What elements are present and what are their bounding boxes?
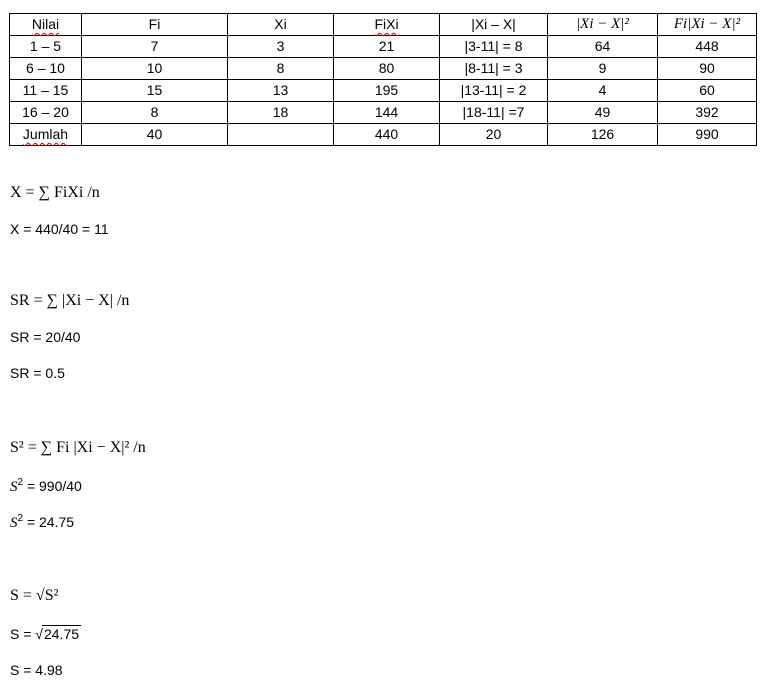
sd-formula: S = √S² [10, 587, 59, 604]
table-cell: Jumlah [9, 123, 82, 146]
table-row: 6 – 10 10 8 80 |8-11| = 3 9 90 [9, 57, 757, 80]
variance-calc: S2 = 990/40 [10, 477, 82, 495]
variance-calc-text: = 990/40 [23, 478, 82, 494]
table-cell [227, 123, 334, 146]
sr-formula: SR = ∑ |Xi − X| /n [10, 292, 130, 309]
table-cell: |18-11| =7 [439, 101, 548, 124]
header-xi: Xi [227, 13, 334, 36]
table-cell: 20 [439, 123, 548, 146]
table-cell: 11 – 15 [9, 79, 82, 102]
table-cell: 392 [657, 101, 757, 124]
table-cell: 990 [657, 123, 757, 146]
table-cell: 49 [547, 101, 658, 124]
frequency-table: Nilai Fi Xi FiXi |Xi – X| |Xi − X|² Fi|X… [9, 13, 757, 146]
table-cell: 21 [333, 35, 440, 58]
variance-formula: S² = ∑ Fi |Xi − X|² /n [10, 439, 146, 456]
table-cell: 126 [547, 123, 658, 146]
header-sq-dev: |Xi − X|² [547, 13, 658, 36]
table-cell: 80 [333, 57, 440, 80]
sd-result: S = 4.98 [10, 662, 63, 678]
sd-calc: S = √24.75 [10, 625, 82, 642]
table-row: 1 – 5 7 3 21 |3-11| = 8 64 448 [9, 35, 757, 58]
table-cell: 7 [81, 35, 228, 58]
table-cell: 13 [227, 79, 334, 102]
table-row: 16 – 20 8 18 144 |18-11| =7 49 392 [9, 101, 757, 124]
sr-result: SR = 0.5 [10, 365, 65, 381]
table-cell: 8 [81, 101, 228, 124]
sd-calc-value: 24.75 [41, 625, 82, 642]
header-nilai: Nilai [9, 13, 82, 36]
table-cell: 1 – 5 [9, 35, 82, 58]
table-cell: 4 [547, 79, 658, 102]
table-cell: 9 [547, 57, 658, 80]
table-cell: 90 [657, 57, 757, 80]
header-fixi: FiXi [333, 13, 440, 36]
table-cell: 15 [81, 79, 228, 102]
header-fi: Fi [81, 13, 228, 36]
table-cell: 195 [333, 79, 440, 102]
header-fi-sq-dev: Fi|Xi − X|² [657, 13, 757, 36]
table-cell: 8 [227, 57, 334, 80]
table-cell: 448 [657, 35, 757, 58]
table-cell: 144 [333, 101, 440, 124]
table-row: Jumlah 40 440 20 126 990 [9, 123, 757, 146]
header-abs-dev: |Xi – X| [439, 13, 548, 36]
table-header-row: Nilai Fi Xi FiXi |Xi – X| |Xi − X|² Fi|X… [9, 13, 757, 36]
table-cell: 40 [81, 123, 228, 146]
table-cell: 60 [657, 79, 757, 102]
table-cell: 6 – 10 [9, 57, 82, 80]
table-cell: 10 [81, 57, 228, 80]
variance-result: S2 = 24.75 [10, 513, 75, 531]
sr-calc: SR = 20/40 [10, 329, 81, 345]
header-text: FiXi [374, 16, 399, 32]
table-cell: 18 [227, 101, 334, 124]
table-cell: |8-11| = 3 [439, 57, 548, 80]
header-text: Nilai [31, 16, 60, 32]
table-cell: |13-11| = 2 [439, 79, 548, 102]
mean-calc: X = 440/40 = 11 [10, 221, 109, 237]
table-cell: 16 – 20 [9, 101, 82, 124]
table-cell: 64 [547, 35, 658, 58]
mean-formula: X = ∑ FiXi /n [10, 184, 100, 201]
table-row: 11 – 15 15 13 195 |13-11| = 2 4 60 [9, 79, 757, 102]
table-cell: 440 [333, 123, 440, 146]
table-cell: |3-11| = 8 [439, 35, 548, 58]
table-cell: 3 [227, 35, 334, 58]
cell-text: Jumlah [22, 126, 69, 142]
variance-result-text: = 24.75 [23, 514, 75, 530]
